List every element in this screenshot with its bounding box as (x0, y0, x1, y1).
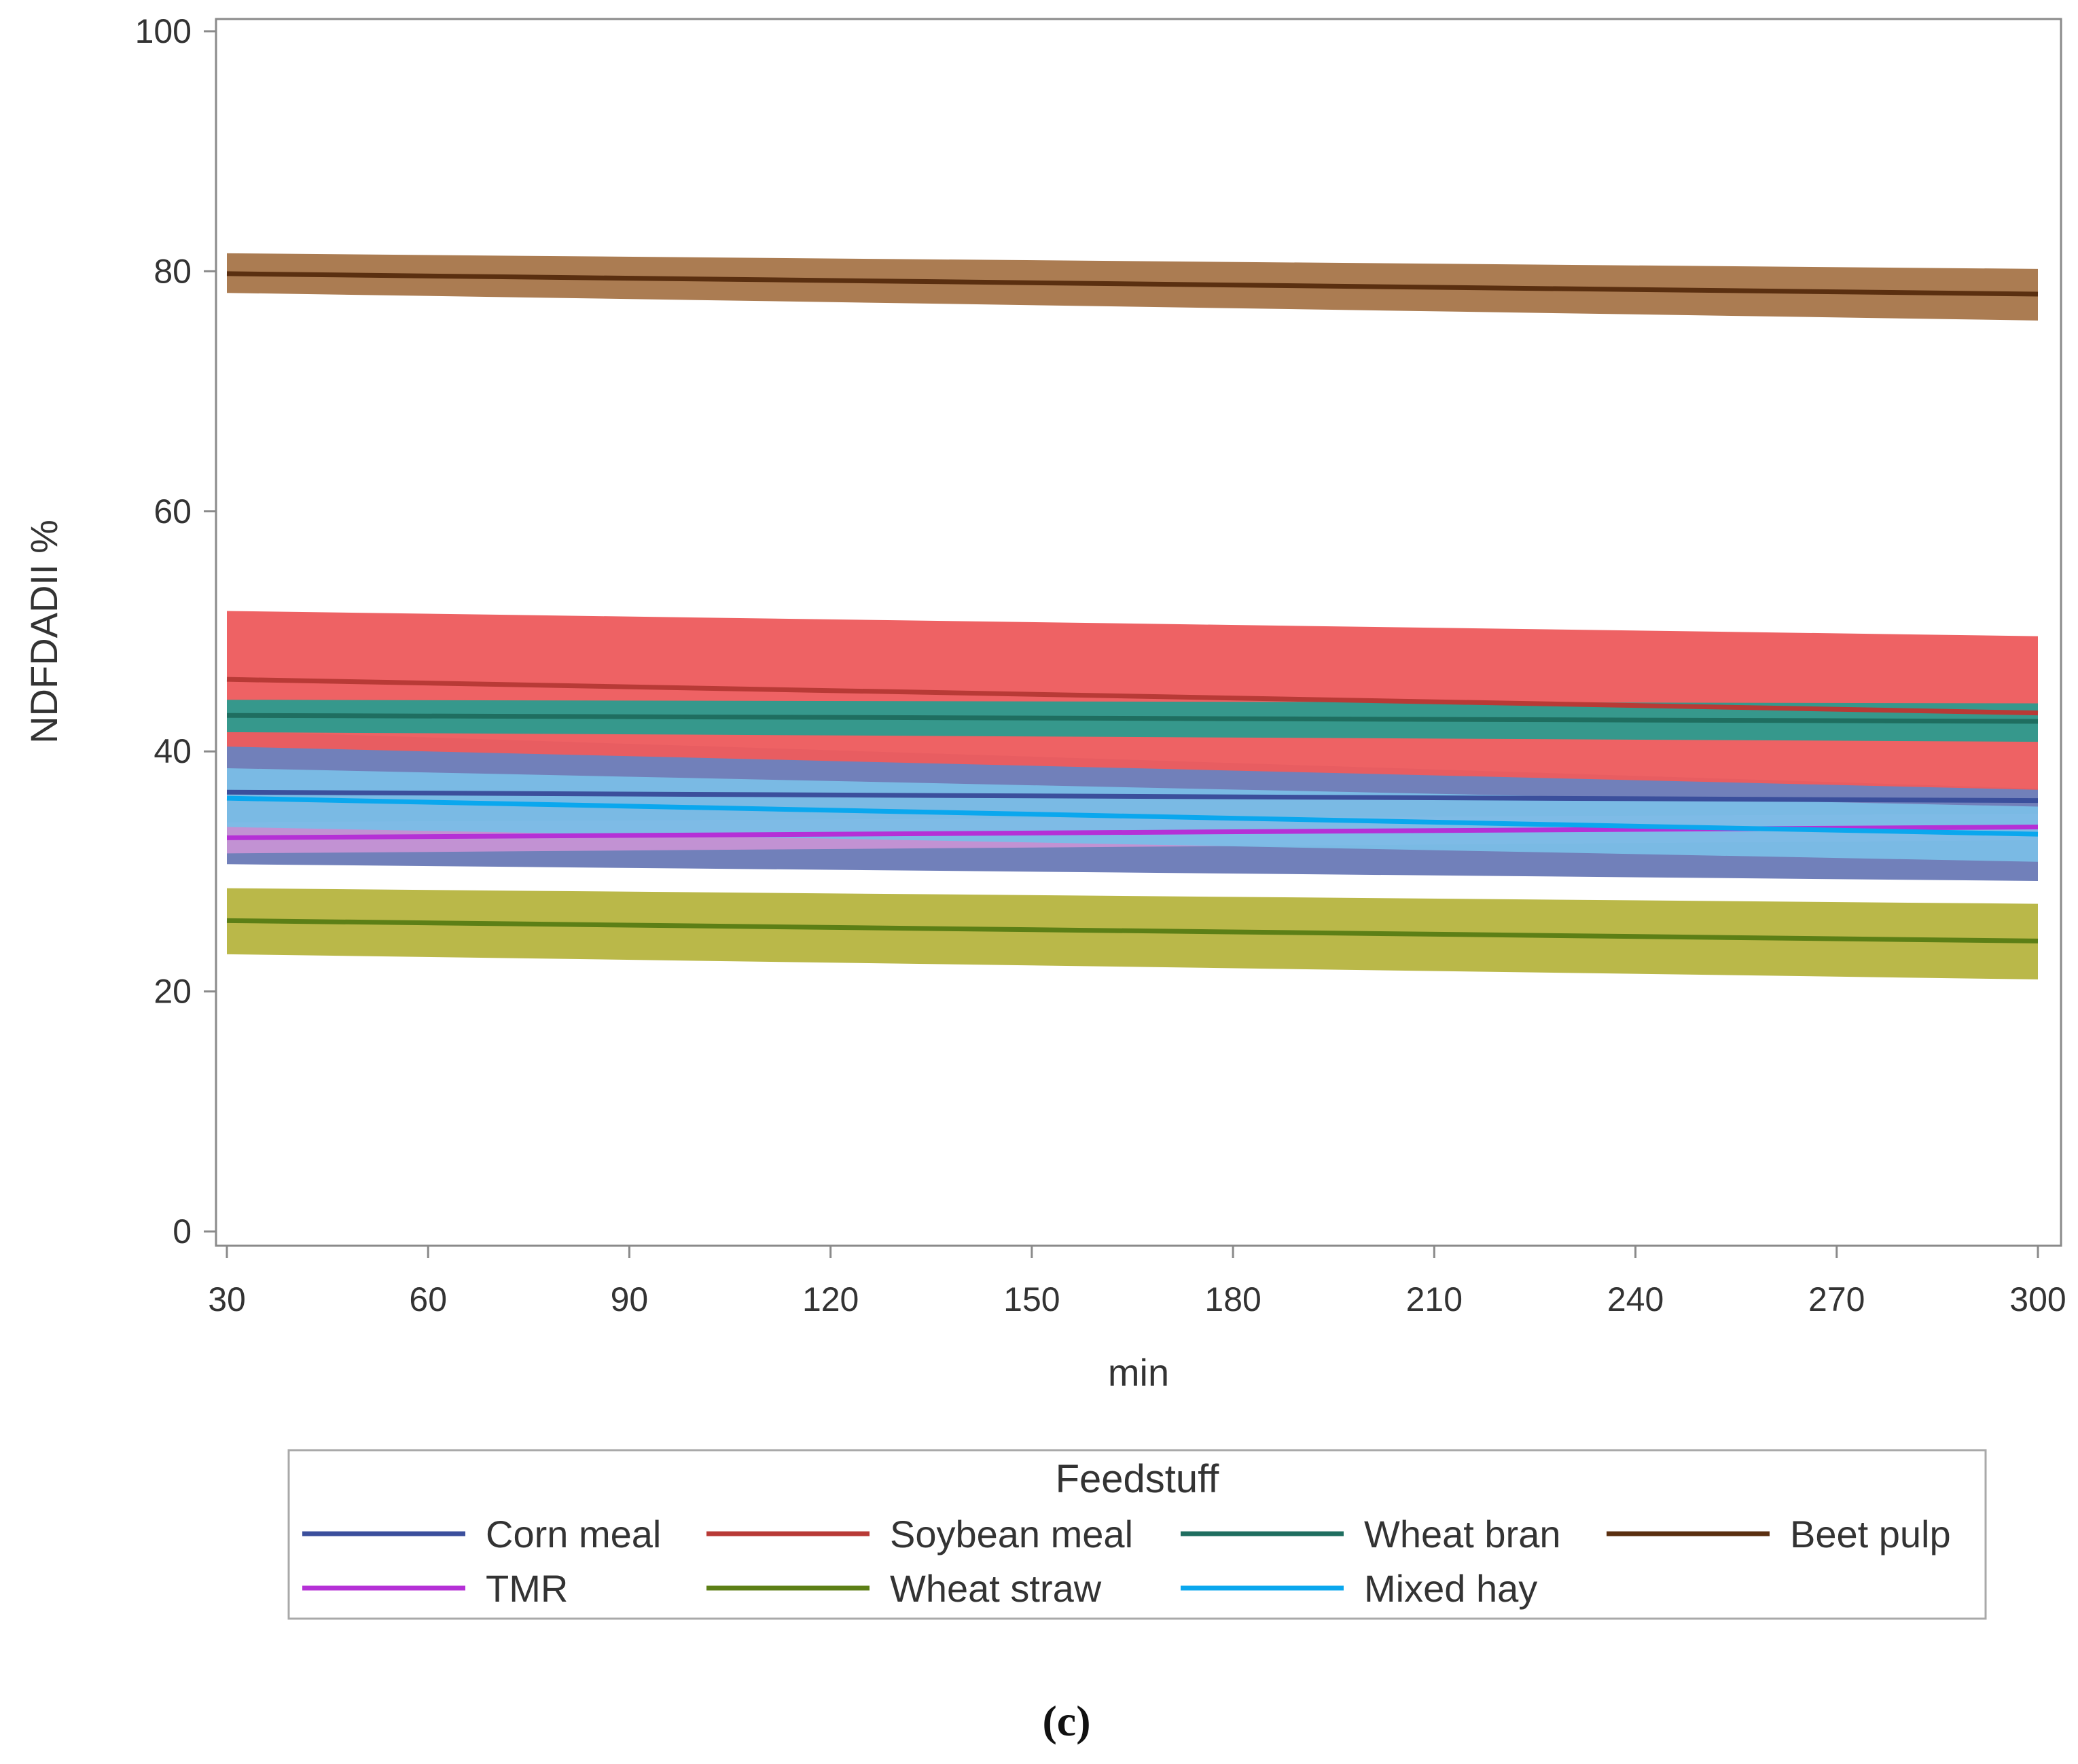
y-tick-label: 100 (135, 12, 192, 50)
y-tick-label: 40 (154, 732, 192, 770)
band-wheat-straw (227, 888, 2038, 979)
x-tick-label: 90 (611, 1280, 649, 1318)
x-axis-title: min (1108, 1351, 1169, 1394)
x-tick-label: 30 (208, 1280, 246, 1318)
legend-label-wheat-straw: Wheat straw (890, 1567, 1102, 1610)
y-tick-label: 80 (154, 252, 192, 290)
band-wheat-bran (227, 700, 2038, 742)
legend-label-tmr: TMR (486, 1567, 568, 1610)
line-wheat-bran (226, 713, 2039, 724)
y-axis: 0 20 40 60 80 100 (135, 12, 216, 1250)
legend-title: Feedstuff (1056, 1457, 1220, 1501)
line-soybean-meal (226, 677, 2039, 716)
legend-label-soybean-meal: Soybean meal (890, 1513, 1133, 1555)
band-beet-pulp (227, 253, 2038, 321)
lines-layer (226, 271, 2039, 943)
x-tick-label: 120 (802, 1280, 859, 1318)
x-tick-label: 240 (1607, 1280, 1664, 1318)
y-axis-title: NDFDADII % (22, 520, 65, 744)
legend: Feedstuff Corn meal Soybean meal Wheat bra… (287, 1449, 1987, 1620)
y-tick-label: 0 (173, 1212, 192, 1250)
figure-caption: (c) (1042, 1697, 1090, 1745)
x-axis: 30 60 90 120 150 180 210 240 270 300 (208, 1246, 2066, 1318)
x-tick-label: 60 (409, 1280, 447, 1318)
legend-label-mixed-hay: Mixed hay (1364, 1567, 1537, 1610)
plot-frame (215, 18, 2062, 1247)
x-tick-label: 150 (1003, 1280, 1060, 1318)
band-soybean-meal (227, 611, 2038, 790)
line-mixed-hay (226, 795, 2039, 837)
line-corn-meal (226, 789, 2039, 804)
legend-label-wheat-bran: Wheat bran (1364, 1513, 1561, 1555)
legend-label-beet-pulp: Beet pulp (1790, 1513, 1951, 1555)
x-tick-label: 270 (1808, 1280, 1865, 1318)
x-tick-label: 180 (1204, 1280, 1261, 1318)
x-tick-label: 210 (1406, 1280, 1463, 1318)
y-tick-label: 20 (154, 973, 192, 1011)
bands-layer (227, 253, 2038, 979)
line-wheat-straw (226, 918, 2039, 943)
x-tick-label: 300 (2009, 1280, 2066, 1318)
legend-label-corn-meal: Corn meal (486, 1513, 661, 1555)
y-tick-label: 60 (154, 492, 192, 530)
line-beet-pulp (226, 271, 2039, 297)
